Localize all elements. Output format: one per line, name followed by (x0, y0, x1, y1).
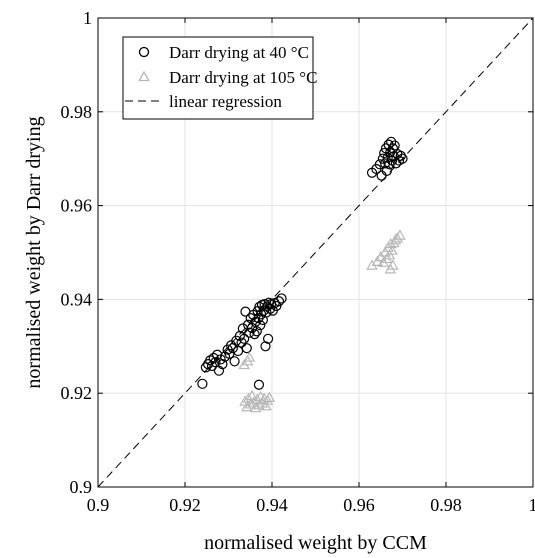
point-40c-10 (217, 359, 228, 370)
point-40c-42 (260, 341, 271, 352)
y-tick-label-3: 0.96 (61, 196, 93, 216)
point-105c-15 (263, 391, 276, 402)
legend-label-darr-40: Darr drying at 40 °C (169, 43, 309, 62)
point-40c-6 (210, 357, 221, 368)
point-105c-13 (260, 400, 272, 411)
point-40c-0 (197, 378, 208, 389)
y-tick-label-2: 0.94 (61, 289, 93, 309)
point-40c-45 (262, 333, 274, 344)
point-40c-8 (213, 365, 225, 376)
legend-entry-regression: linear regression (125, 92, 282, 111)
y-tick-label-4: 0.98 (61, 102, 93, 122)
legend-entry-darr-40: Darr drying at 40 °C (138, 43, 309, 62)
series-layer (97, 17, 534, 488)
x-tick-label-4: 0.98 (430, 495, 462, 515)
point-40c-68 (386, 136, 397, 147)
point-105c-30 (391, 232, 404, 243)
y-tick-label-1: 0.92 (61, 383, 93, 403)
legend-label-regression: linear regression (169, 92, 282, 111)
point-40c-22 (239, 333, 250, 344)
point-105c-31 (394, 229, 406, 240)
point-105c-17 (243, 351, 256, 362)
x-tick-label-3: 0.96 (343, 495, 375, 515)
legend-marker-circle (138, 46, 150, 58)
x-tick-label-1: 0.92 (169, 495, 201, 515)
point-40c-32 (251, 326, 262, 337)
regression-line (97, 17, 534, 488)
point-40c-53 (276, 293, 287, 304)
x-tick-label-5: 1 (529, 495, 535, 515)
point-105c-33 (387, 259, 399, 270)
point-40c-16 (229, 356, 240, 367)
point-40c-24 (241, 343, 252, 354)
legend-entry-darr-105: Darr drying at 105 °C (138, 68, 317, 87)
plot-frame (97, 17, 534, 488)
y-tick-label-0: 0.9 (70, 477, 93, 497)
series-2 (97, 17, 534, 488)
x-tick-label-0: 0.9 (87, 495, 110, 515)
y-tick-label-5: 1 (83, 8, 92, 28)
point-40c-77 (397, 153, 408, 164)
point-105c-9 (253, 399, 265, 410)
x-tick-label-2: 0.94 (256, 495, 288, 515)
series-1 (238, 229, 406, 413)
point-40c-54 (253, 379, 265, 390)
point-40c-52 (273, 296, 285, 307)
legend-box (122, 36, 314, 120)
y-axis-label: normalised weight by Darr drying (23, 116, 45, 388)
legend: Darr drying at 40 °C Darr drying at 105 … (122, 36, 317, 120)
legend-marker-triangle (138, 70, 150, 82)
point-40c-4 (206, 360, 218, 372)
ticks: 0.9 0.92 0.94 0.96 0.98 1 0.9 0.92 0.94 0.96 0.98 1 (61, 8, 535, 515)
point-40c-36 (255, 320, 266, 331)
point-40c-30 (249, 329, 260, 340)
legend-label-darr-105: Darr drying at 105 °C (169, 68, 317, 87)
point-40c-61 (380, 158, 391, 169)
point-105c-27 (386, 244, 398, 255)
x-axis-label: normalised weight by CCM (204, 532, 427, 554)
